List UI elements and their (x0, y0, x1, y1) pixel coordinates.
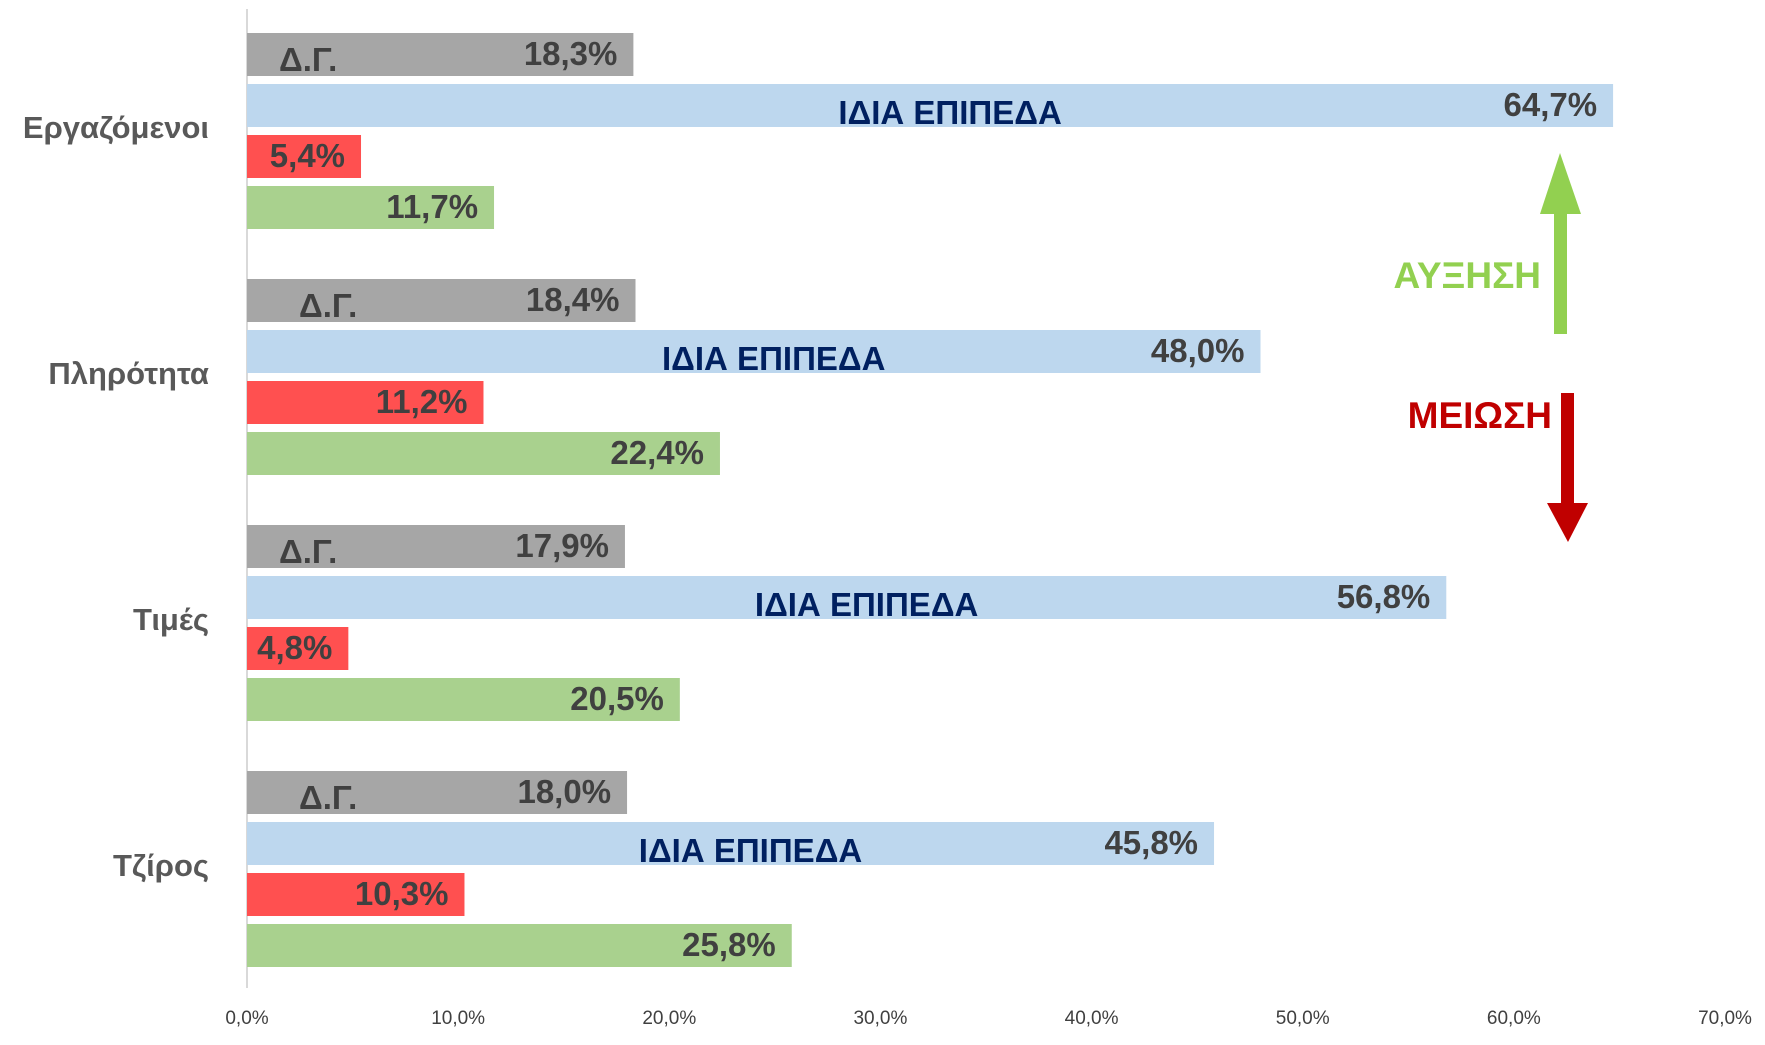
down-arrow-shaft (1561, 393, 1574, 505)
value-label: 64,7% (1504, 86, 1598, 123)
bar (247, 84, 1614, 127)
bar (247, 432, 720, 475)
x-tick-label: 10,0% (431, 1008, 485, 1029)
series-label: Δ.Γ. (279, 533, 337, 570)
bar (247, 822, 1215, 865)
bar (247, 924, 792, 967)
value-label: 22,4% (610, 434, 704, 471)
value-label: 18,4% (526, 281, 620, 318)
bar (247, 279, 636, 322)
category-label: Εργαζόμενοι (23, 110, 209, 145)
category-label: Τιμές (133, 602, 209, 637)
x-tick-label: 60,0% (1487, 1008, 1541, 1029)
bar (247, 576, 1447, 619)
bar (247, 873, 465, 916)
value-label: 20,5% (570, 680, 664, 717)
category-label: Πληρότητα (48, 356, 209, 391)
x-tick-label: 70,0% (1698, 1008, 1752, 1029)
up-arrow-shaft (1554, 212, 1567, 334)
x-tick-label: 0,0% (225, 1008, 268, 1029)
series-label: Δ.Γ. (299, 287, 357, 324)
value-label: 11,2% (376, 383, 468, 420)
bar (247, 186, 495, 229)
category-label: Τζίρος (113, 848, 209, 883)
bar (247, 330, 1261, 373)
value-label: 5,4% (270, 137, 345, 174)
value-label: 11,7% (386, 188, 478, 225)
bar (247, 525, 625, 568)
x-tick-label: 50,0% (1276, 1008, 1330, 1029)
bar (247, 33, 634, 76)
value-label: 25,8% (682, 926, 776, 963)
bar (247, 135, 362, 178)
value-label: 4,8% (257, 629, 332, 666)
series-label: ΙΔΙΑ ΕΠΙΠΕΔΑ (755, 586, 978, 623)
x-tick-label: 20,0% (642, 1008, 696, 1029)
bar (247, 678, 680, 721)
value-label: 45,8% (1104, 824, 1198, 861)
value-label: 10,3% (355, 875, 449, 912)
bar (247, 381, 484, 424)
value-label: 17,9% (515, 527, 609, 564)
series-label: ΙΔΙΑ ΕΠΙΠΕΔΑ (662, 340, 885, 377)
series-label: Δ.Γ. (279, 41, 337, 78)
x-tick-label: 40,0% (1065, 1008, 1119, 1029)
up-arrow-head (1540, 153, 1581, 214)
x-tick-label: 30,0% (853, 1008, 907, 1029)
value-label: 48,0% (1151, 332, 1245, 369)
increase-annotation: ΑΥΞΗΣΗ (1394, 255, 1542, 296)
value-label: 56,8% (1337, 578, 1431, 615)
bar (247, 627, 349, 670)
series-label: ΙΔΙΑ ΕΠΙΠΕΔΑ (838, 94, 1061, 131)
bar (247, 771, 628, 814)
value-label: 18,0% (517, 773, 611, 810)
series-label: Δ.Γ. (299, 779, 357, 816)
value-label: 18,3% (524, 35, 618, 72)
down-arrow-head (1547, 503, 1588, 542)
decrease-annotation: ΜΕΙΩΣΗ (1408, 395, 1552, 436)
series-label: ΙΔΙΑ ΕΠΙΠΕΔΑ (639, 832, 862, 869)
